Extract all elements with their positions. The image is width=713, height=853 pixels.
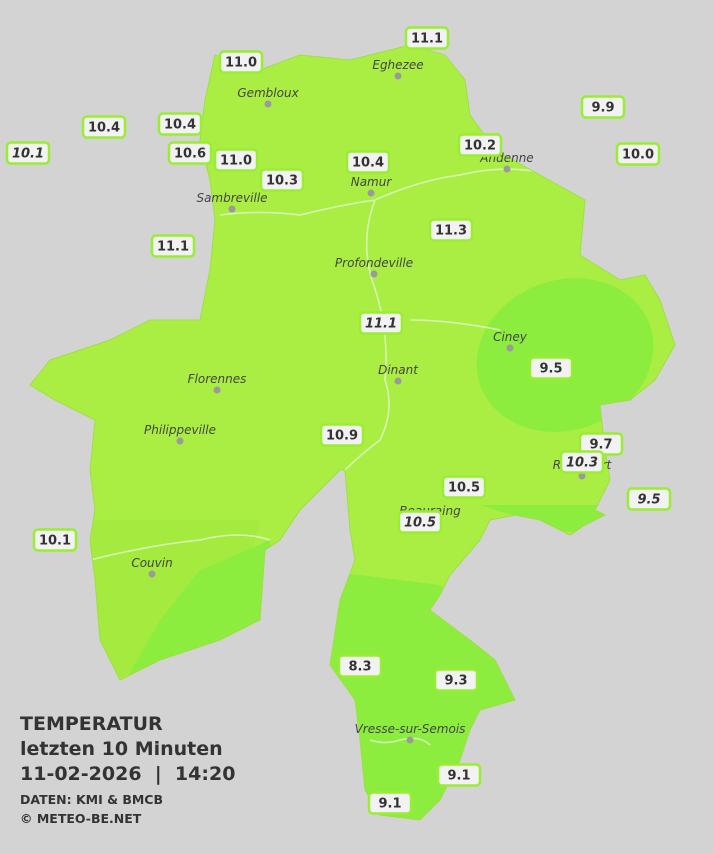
station-box xyxy=(218,50,264,74)
place-name: Gembloux xyxy=(237,86,299,100)
timestamp: 11-02-2026 | 14:20 xyxy=(20,763,235,785)
place-dot xyxy=(176,437,184,445)
place-name: Eghezee xyxy=(372,58,423,72)
station-value: 9.5 xyxy=(539,362,562,377)
station-value: 9.7 xyxy=(589,438,612,453)
station-value: 8.3 xyxy=(348,660,371,675)
subtitle: letzten 10 Minuten xyxy=(20,738,223,760)
place-name: Dinant xyxy=(378,363,419,377)
place-dot xyxy=(578,472,586,480)
station-value: 9.1 xyxy=(447,769,470,784)
station-value: 9.3 xyxy=(444,674,467,689)
station-box xyxy=(345,150,391,174)
station-value: 9.1 xyxy=(378,797,401,812)
station-value: 10.5 xyxy=(448,481,480,496)
station-value: 10.4 xyxy=(164,118,196,133)
place-name: Couvin xyxy=(131,556,172,570)
station-box xyxy=(626,487,672,511)
station-box xyxy=(404,26,450,50)
stations: 11.1 11.0 9.9 10.4 10.4 10.1 10.6 11.0 10.2 10.0 1… xyxy=(5,26,672,815)
station-box xyxy=(615,142,661,166)
station-value: 10.3 xyxy=(266,174,298,189)
station-value: 10.4 xyxy=(88,121,120,136)
station-value: 10.1 xyxy=(39,534,71,549)
station-value: 10.2 xyxy=(464,139,496,154)
station-box xyxy=(337,654,383,678)
place-dot xyxy=(394,377,402,385)
station-value: 10.4 xyxy=(352,156,384,171)
station-box xyxy=(397,510,443,534)
station-value: 10.3 xyxy=(566,456,598,471)
station-box xyxy=(580,95,626,119)
station-value: 10.6 xyxy=(174,147,206,162)
place-name: Philippeville xyxy=(144,423,216,437)
place-name: Namur xyxy=(351,175,393,189)
station-box xyxy=(213,148,259,172)
title: TEMPERATUR xyxy=(20,713,163,735)
place-dot xyxy=(506,344,514,352)
station-value: 10.9 xyxy=(326,429,358,444)
place-dot xyxy=(213,386,221,394)
station-box xyxy=(319,423,365,447)
copyright: © METEO-BE.NET xyxy=(20,811,142,826)
station-box xyxy=(433,668,479,692)
station-value: 10.1 xyxy=(12,147,44,162)
place-dot xyxy=(503,165,511,173)
place-name: Ciney xyxy=(493,330,528,344)
station-value: 11.1 xyxy=(157,240,189,255)
station-box xyxy=(358,311,404,335)
station-box xyxy=(428,218,474,242)
place-name: Profondeville xyxy=(335,256,413,270)
station-box xyxy=(259,168,305,192)
station-value: 9.9 xyxy=(591,101,614,116)
station-value: 11.0 xyxy=(220,154,252,169)
station-box xyxy=(559,450,605,474)
place-name: Florennes xyxy=(188,372,247,386)
station-value: 9.5 xyxy=(637,493,660,508)
place-dot xyxy=(367,189,375,197)
place-dot xyxy=(394,72,402,80)
station-box xyxy=(81,115,127,139)
place-dot xyxy=(264,100,272,108)
station-box xyxy=(157,112,203,136)
place-dot xyxy=(370,270,378,278)
place-dot xyxy=(148,570,156,578)
station-box xyxy=(150,234,196,258)
station-value: 10.0 xyxy=(622,148,654,163)
station-value: 11.0 xyxy=(225,56,257,71)
place-name: Vresse-sur-Semois xyxy=(355,722,466,736)
source: DATEN: KMI & BMCB xyxy=(20,792,163,807)
place-dot xyxy=(228,205,236,213)
station-box xyxy=(436,763,482,787)
station-box xyxy=(5,141,51,165)
station-value: 11.3 xyxy=(435,224,467,239)
station-box xyxy=(32,528,78,552)
station-value: 10.5 xyxy=(404,516,436,531)
station-box xyxy=(528,356,574,380)
station-box xyxy=(441,475,487,499)
place-dot xyxy=(406,736,414,744)
station-box xyxy=(167,141,213,165)
place-name: Sambreville xyxy=(196,191,267,205)
station-box xyxy=(457,133,503,157)
station-value: 11.1 xyxy=(365,317,397,332)
station-box xyxy=(367,791,413,815)
station-value: 11.1 xyxy=(411,32,443,47)
